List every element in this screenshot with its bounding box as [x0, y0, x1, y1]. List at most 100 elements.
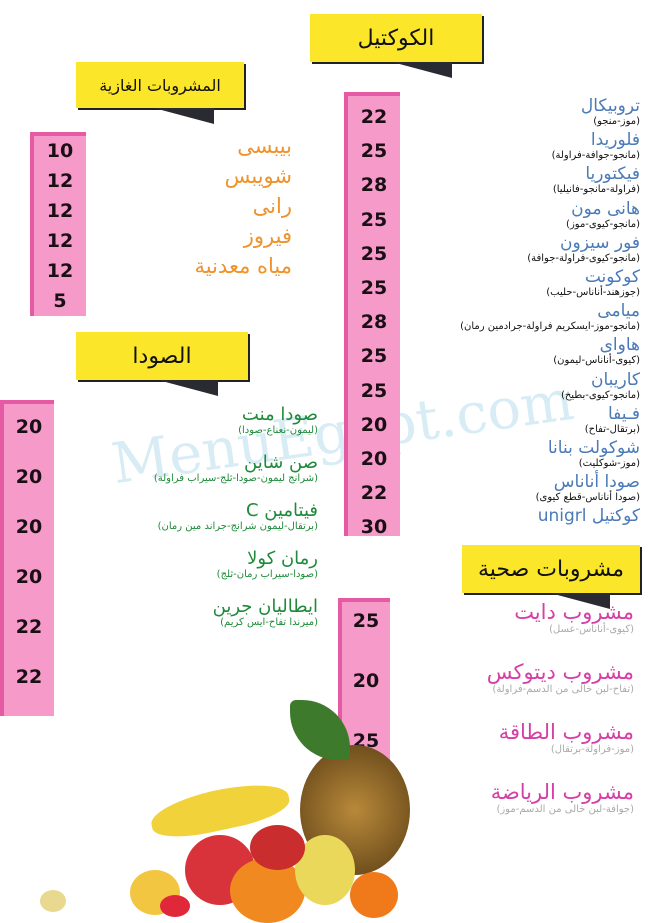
item-name: رمان كولا — [247, 548, 318, 569]
menu-item: شويبس — [225, 164, 292, 188]
menu-item: كاريبان (مانجو-كيوى-بطيخ) — [561, 370, 640, 401]
price-label: 28 — [360, 311, 388, 334]
price-label: 10 — [46, 140, 74, 162]
menu-item: شوكولت بنانا (موز-شوكليت) — [548, 438, 640, 469]
item-name: مشروب الرياضة — [490, 780, 634, 804]
price-label: 5 — [53, 290, 67, 312]
item-description: (مانجو-كيوى-بطيخ) — [560, 389, 640, 401]
item-name: فور سيزون — [560, 232, 640, 253]
healthy-title: مشروبات صحية — [477, 556, 625, 582]
item-name: مشروب ديتوكس — [486, 660, 634, 684]
item-name: رانى — [252, 194, 292, 218]
healthy-list: مشروب دايت (كيوى-أناناس-عسل) مشروب ديتوكس(… — [354, 600, 634, 830]
menu-item: فيكتوريا (فراولة-مانجو-فانيليا) — [553, 164, 640, 195]
item-description: (مانجو-موز-ايسكريم فراولة-جرادمين رمان) — [460, 321, 640, 333]
soft-drinks-price-column: 10 12 12 12 12 5 — [30, 132, 86, 316]
item-name: صودا منت — [241, 404, 318, 425]
cocktail-price-column: 22 25 28 25 25 25 28 25 25 20 20 22 30 — [344, 92, 400, 539]
item-name: فلوريدا — [590, 130, 640, 151]
menu-item: مشروب ديتوكس (تفاح-لبن خالى من الدسم-فراو… — [487, 660, 634, 695]
price-label: 22 — [15, 666, 43, 688]
menu-item: رانى — [253, 194, 292, 218]
item-name: ميامى — [597, 301, 640, 322]
menu-item: فيتامين C (برتقال-ليمون شرانج-جراند مين ر… — [158, 500, 318, 532]
item-name: كاريبان — [590, 369, 640, 390]
item-description: (كيوى-أناناس-ليمون) — [553, 355, 640, 367]
price-label: 25 — [360, 208, 388, 231]
menu-item: كوكتيل unigrl — [538, 506, 640, 526]
price-label: 12 — [46, 200, 74, 222]
item-name: هاواى — [599, 335, 640, 356]
soft-drinks-title: المشروبات الغازية — [99, 75, 221, 95]
price-label: 25 — [360, 140, 388, 163]
price-label: 30 — [360, 516, 388, 539]
menu-item: بيبسى — [237, 134, 292, 158]
menu-item: كوكونت (جوزهند-أناناس-حليب) — [546, 267, 640, 298]
soft-drinks-header: المشروبات الغازية — [76, 62, 244, 124]
item-description: (شرانج ليمون-صودا-ثلج-سيراب فراولة) — [153, 473, 318, 484]
item-name: مشروب الطاقة — [498, 720, 634, 744]
price-label: 12 — [46, 170, 74, 192]
item-description: (جوزهند-أناناس-حليب) — [546, 287, 640, 298]
item-name: فـيفا — [607, 403, 640, 424]
price-label: 25 — [360, 379, 388, 402]
item-description: (برتقال-تفاح) — [584, 423, 640, 435]
price-label: 25 — [360, 277, 388, 299]
item-name: كوكونت — [584, 267, 640, 287]
cocktail-header: الكوكتيل — [310, 14, 482, 78]
soft-drinks-list: بيبسى شويبس رانى فيروز مياه معدنية — [92, 134, 292, 314]
price-label: 20 — [15, 516, 43, 538]
price-label: 12 — [46, 260, 74, 282]
menu-item: تروبيكال (موز-منجو) — [581, 96, 640, 127]
price-label: 25 — [352, 610, 380, 632]
item-name: صن شاين — [244, 452, 318, 473]
price-label: 20 — [15, 466, 43, 488]
menu-item: فلوريدا (مانجو-جوافة-فراولة) — [552, 130, 640, 161]
item-name: شويبس — [224, 164, 292, 188]
item-name: كوكتيل unigrl — [537, 506, 640, 527]
item-description: (جوافة-لبن خالى من الدسم-موز) — [496, 804, 634, 815]
item-description: (ميرندا تفاح-ايس كريم) — [220, 617, 318, 628]
menu-item: صودا أناناس (صودا أناناس-قطع كيوى) — [536, 472, 640, 503]
item-name: ايطاليان جرين — [212, 596, 318, 617]
healthy-header: مشروبات صحية — [462, 545, 640, 609]
item-name: هانى مون — [571, 198, 640, 219]
item-description: (صودا أناناس-قطع كيوى) — [535, 492, 640, 504]
menu-item: هاواى (كيوى-أناناس-ليمون) — [553, 335, 640, 366]
item-name: فيتامين C — [245, 500, 318, 521]
item-description: (موز-منجو) — [593, 116, 640, 127]
item-name: مياه معدنية — [194, 254, 292, 278]
price-label: 20 — [352, 670, 380, 692]
menu-item: فور سيزون (مانجو-كيوى-فراولة-جوافة) — [527, 233, 640, 264]
menu-item: ميامى (مانجو-موز-ايسكريم فراولة-جرادمين ر… — [460, 301, 640, 332]
item-description: (تفاح-لبن خالى من الدسم-فراولة) — [492, 684, 634, 695]
price-label: 20 — [15, 416, 43, 438]
item-name: تروبيكال — [580, 96, 640, 116]
menu-item: مشروب الرياضة (جوافة-لبن خالى من الدسم-مو… — [491, 780, 634, 815]
price-label: 22 — [360, 482, 388, 505]
menu-item: فيروز — [244, 224, 292, 248]
price-label: 28 — [360, 174, 388, 197]
soda-header: الصودا — [76, 332, 248, 396]
item-description: (برتقال-ليمون شرانج-جراند مين رمان) — [157, 521, 318, 532]
item-name: فيكتوريا — [585, 164, 640, 185]
price-label: 12 — [46, 230, 74, 252]
menu-item: مياه معدنية — [194, 254, 292, 278]
menu-item: مشروب دايت (كيوى-أناناس-عسل) — [514, 600, 634, 635]
item-name: شوكولت بنانا — [547, 438, 640, 458]
price-label: 22 — [15, 616, 43, 638]
item-description: (مانجو-جوافة-فراولة) — [551, 150, 640, 162]
price-label: 22 — [360, 106, 388, 128]
item-description: (موز-فراولة-برتقال) — [550, 744, 634, 755]
cocktail-list: تروبيكال (موز-منجو) فلوريدا (مانجو-جوافة-فر… — [340, 96, 640, 536]
soda-list: صودا منت (ليمون-نعناع-صودا) صن شاين (شرانج … — [38, 404, 318, 714]
menu-item: صن شاين (شرانج ليمون-صودا-ثلج-سيراب فراول… — [154, 452, 318, 484]
item-description: (مانجو-كيوى-موز) — [566, 218, 640, 230]
soda-title: الصودا — [132, 343, 192, 369]
price-label: 25 — [360, 242, 388, 265]
menu-item: رمان كولا (صودا-سيراب رمان-ثلج) — [217, 548, 318, 580]
price-label: 25 — [360, 345, 388, 368]
price-label: 20 — [360, 413, 388, 436]
soda-price-column: 20 20 20 20 22 22 — [0, 400, 54, 716]
